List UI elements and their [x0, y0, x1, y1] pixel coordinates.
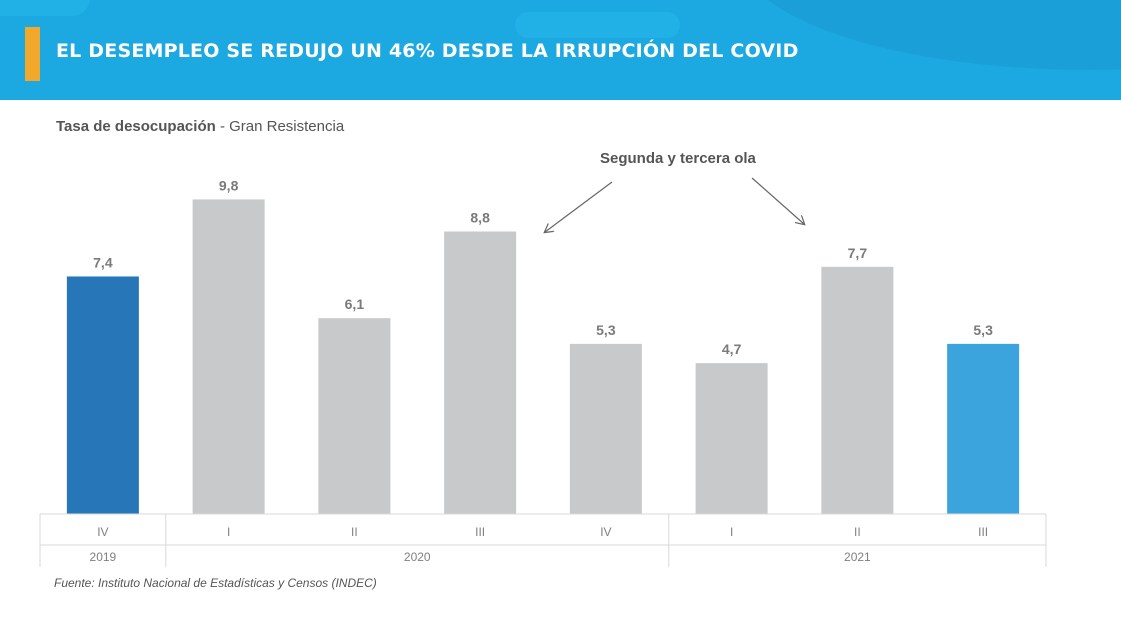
page-title: EL DESEMPLEO SE REDUJO UN 46% DESDE LA I… [56, 40, 799, 62]
x-tick-label: III [475, 525, 485, 539]
data-label: 8,8 [470, 210, 490, 226]
title-accent-bar [25, 27, 40, 81]
annotation-arrow-left [545, 181, 613, 232]
x-tick-label: III [978, 525, 988, 539]
data-label: 7,7 [848, 245, 868, 261]
x-tick-label: II [854, 525, 861, 539]
year-label: 2021 [844, 550, 871, 564]
data-label: 5,3 [973, 322, 993, 338]
x-tick-label: I [227, 525, 230, 539]
year-label: 2019 [90, 550, 117, 564]
header-decoration [0, 0, 90, 16]
header-decoration [515, 12, 680, 38]
header-banner: EL DESEMPLEO SE REDUJO UN 46% DESDE LA I… [0, 0, 1121, 100]
chart-subtitle-rest: - Gran Resistencia [215, 118, 345, 135]
x-tick-label: II [351, 525, 358, 539]
x-tick-label: IV [97, 525, 108, 539]
data-label: 5,3 [596, 322, 616, 338]
bar [444, 231, 517, 514]
year-label: 2020 [404, 550, 431, 564]
data-label: 4,7 [722, 341, 742, 357]
bar [947, 343, 1020, 514]
data-label: 7,4 [93, 254, 113, 270]
bar [318, 318, 391, 514]
source-note: Fuente: Instituto Nacional de Estadístic… [54, 576, 377, 590]
bar [192, 199, 265, 515]
bar [821, 266, 894, 514]
bar [695, 363, 768, 514]
chart-subtitle: Tasa de desocupación - Gran Resistencia [56, 118, 344, 135]
annotation-arrow-right [751, 177, 804, 224]
x-tick-label: I [730, 525, 733, 539]
waves-annotation: Segunda y tercera ola [600, 150, 756, 167]
bar [66, 276, 139, 514]
data-label: 9,8 [219, 177, 239, 193]
bar [569, 343, 642, 514]
data-label: 6,1 [345, 296, 365, 312]
chart-subtitle-bold: Tasa de desocupación [56, 118, 216, 135]
x-tick-label: IV [600, 525, 611, 539]
